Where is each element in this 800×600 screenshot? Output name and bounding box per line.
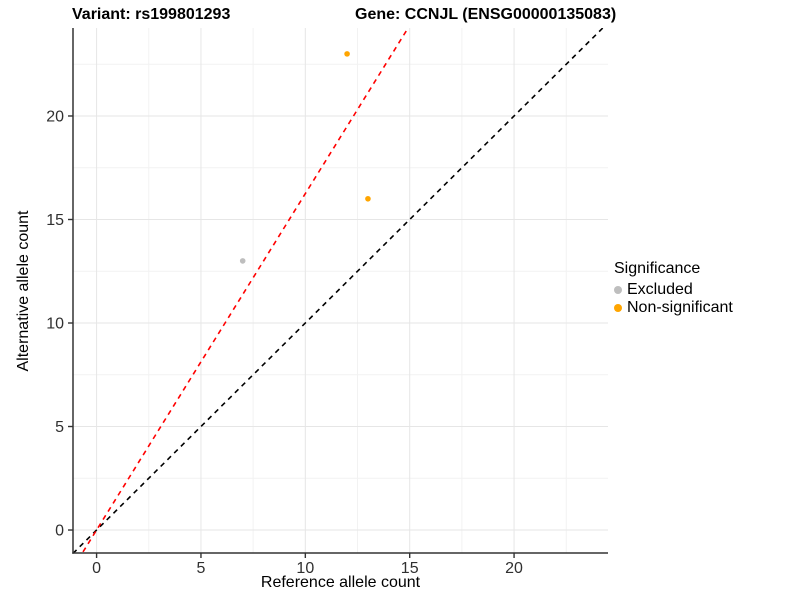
y-tick-label: 15	[46, 212, 64, 229]
y-tick-label: 0	[55, 523, 64, 540]
legend: Significance Excluded Non-significant	[614, 260, 733, 317]
variant-title: Variant: rs199801293	[72, 6, 231, 23]
y-tick-label: 10	[46, 316, 64, 333]
gene-title: Gene: CCNJL (ENSG00000135083)	[355, 6, 617, 23]
legend-entry-non-significant: Non-significant	[614, 299, 733, 317]
non-significant-dot-icon	[614, 304, 622, 312]
identity-line	[73, 28, 604, 553]
x-tick-label: 15	[401, 560, 419, 577]
legend-label: Non-significant	[627, 299, 733, 316]
allelic-ratio-line	[81, 28, 410, 553]
y-tick-label: 20	[46, 108, 64, 125]
x-tick-label: 20	[505, 560, 523, 577]
x-tick-label: 0	[92, 560, 101, 577]
legend-entry-excluded: Excluded	[614, 281, 733, 299]
legend-label: Excluded	[627, 281, 693, 298]
x-tick-label: 10	[296, 560, 314, 577]
x-tick-label: 5	[197, 560, 206, 577]
y-axis-title: Alternative allele count	[15, 210, 32, 372]
data-point-excluded	[239, 258, 246, 264]
legend-title: Significance	[614, 260, 701, 277]
excluded-dot-icon	[614, 286, 622, 294]
y-tick-label: 5	[55, 419, 64, 436]
data-point-non-significant	[344, 51, 350, 57]
data-point-non-significant	[365, 195, 371, 202]
x-axis-title: Reference allele count	[260, 574, 421, 591]
